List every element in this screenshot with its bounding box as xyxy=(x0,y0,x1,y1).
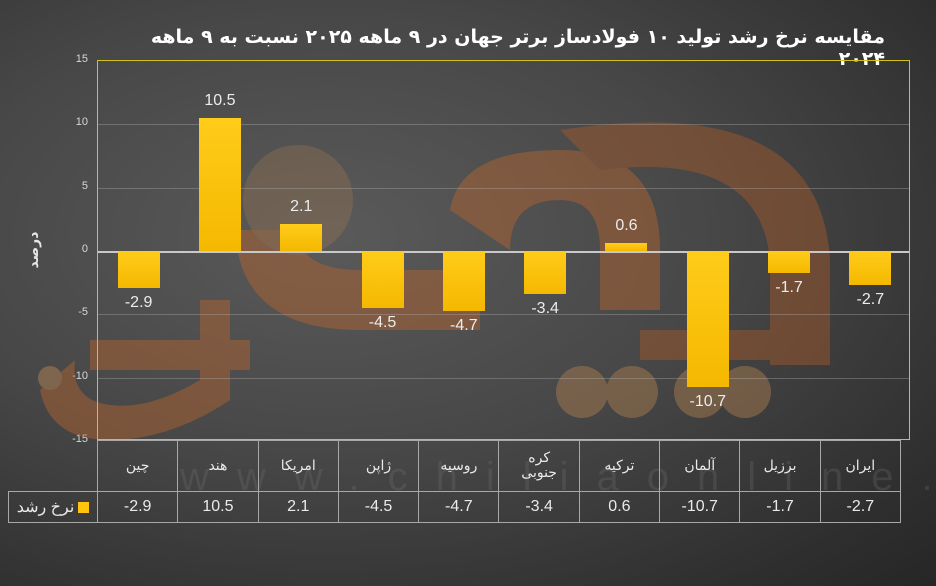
y-tick-label: 0 xyxy=(81,243,88,255)
category-cell: برزیل xyxy=(739,440,821,492)
value-cell: 10.5 xyxy=(177,491,259,523)
category-cell: امریکا xyxy=(257,440,339,492)
value-cell: -2.7 xyxy=(819,491,901,523)
data-label: -1.7 xyxy=(775,278,803,296)
gridline xyxy=(98,377,909,379)
value-cell: -10.7 xyxy=(659,491,741,523)
data-label: -10.7 xyxy=(689,392,726,410)
data-label: -4.7 xyxy=(450,316,478,334)
data-label: 10.5 xyxy=(204,92,236,109)
category-label: ترکیه xyxy=(604,457,635,474)
category-label: برزیل xyxy=(763,457,797,474)
y-tick-label: -10 xyxy=(72,369,88,382)
category-label: آلمان xyxy=(684,457,716,474)
category-label: کره xyxy=(528,450,550,466)
value-cell: -4.7 xyxy=(418,491,500,523)
y-tick-label: 10 xyxy=(75,116,88,129)
data-label: -2.7 xyxy=(856,291,885,309)
y-tick-label: -5 xyxy=(78,306,88,319)
category-cell: ژاپن xyxy=(337,440,420,492)
zero-line xyxy=(98,251,909,253)
legend-series: نرخ رشد xyxy=(8,491,98,523)
value-cell: -4.5 xyxy=(337,491,420,523)
data-label: -4.5 xyxy=(368,314,397,331)
gridline xyxy=(98,124,909,126)
value-row: نرخ رشد -2.9 10.5 2.1 -4.5 -4.7 -3.4 0.6 -10.7-… xyxy=(8,491,901,523)
bar xyxy=(280,224,323,251)
value-cell: 2.1 xyxy=(257,491,339,523)
category-cell: کره جنوبی xyxy=(498,440,580,492)
category-label: جنوبی xyxy=(521,465,557,481)
value-cell: -3.4 xyxy=(498,491,580,523)
y-axis-label: درصد xyxy=(26,231,42,269)
bar xyxy=(768,251,811,273)
chart-title: مقایسه نرخ رشد تولید ۱۰ فولادساز برتر جه… xyxy=(150,26,885,70)
category-label: ژاپن xyxy=(365,457,392,474)
bar xyxy=(117,251,160,288)
data-label: 0.6 xyxy=(615,217,638,235)
value-cell: -2.9 xyxy=(96,491,179,523)
category-label: روسیه xyxy=(440,457,478,474)
bar xyxy=(686,251,729,387)
category-row: چین هند امریکا ژاپن روسیه کره جنوبی ترکیه آلمان ب… xyxy=(8,440,901,492)
bar xyxy=(198,118,241,251)
category-cell: ایران xyxy=(819,440,901,492)
category-cell: آلمان xyxy=(659,440,741,492)
value-cell: -1.7 xyxy=(739,491,821,523)
category-label: هند xyxy=(208,457,228,474)
bar xyxy=(442,251,485,311)
category-label: امریکا xyxy=(280,457,316,474)
category-label: ایران xyxy=(845,457,876,474)
category-cell: روسیه xyxy=(418,440,500,492)
gridline xyxy=(98,314,909,316)
data-label: -3.4 xyxy=(531,300,559,318)
bar xyxy=(524,251,567,295)
bar xyxy=(361,251,404,308)
bar xyxy=(849,251,892,286)
category-cell: هند xyxy=(177,440,259,492)
category-cell: چین xyxy=(96,440,179,492)
data-label: -2.9 xyxy=(124,293,153,311)
table-corner xyxy=(8,440,98,492)
y-tick-label: 15 xyxy=(75,53,88,65)
legend-swatch-icon xyxy=(78,502,90,514)
category-cell: ترکیه xyxy=(578,440,661,492)
y-tick-label: 5 xyxy=(81,179,88,192)
data-table: چین هند امریکا ژاپن روسیه کره جنوبی ترکیه آلمان ب… xyxy=(8,440,901,523)
data-label: 2.1 xyxy=(290,198,313,216)
value-cell: 0.6 xyxy=(578,491,661,523)
gridline xyxy=(98,187,909,189)
plot-area: -2.9 10.5 2.1 -4.5 -4.7 -3.4 0.6 -10.7 -1.7 -2.7 xyxy=(97,60,910,440)
legend-label: نرخ رشد xyxy=(16,499,75,516)
category-label: چین xyxy=(125,457,150,474)
bar xyxy=(605,243,648,251)
